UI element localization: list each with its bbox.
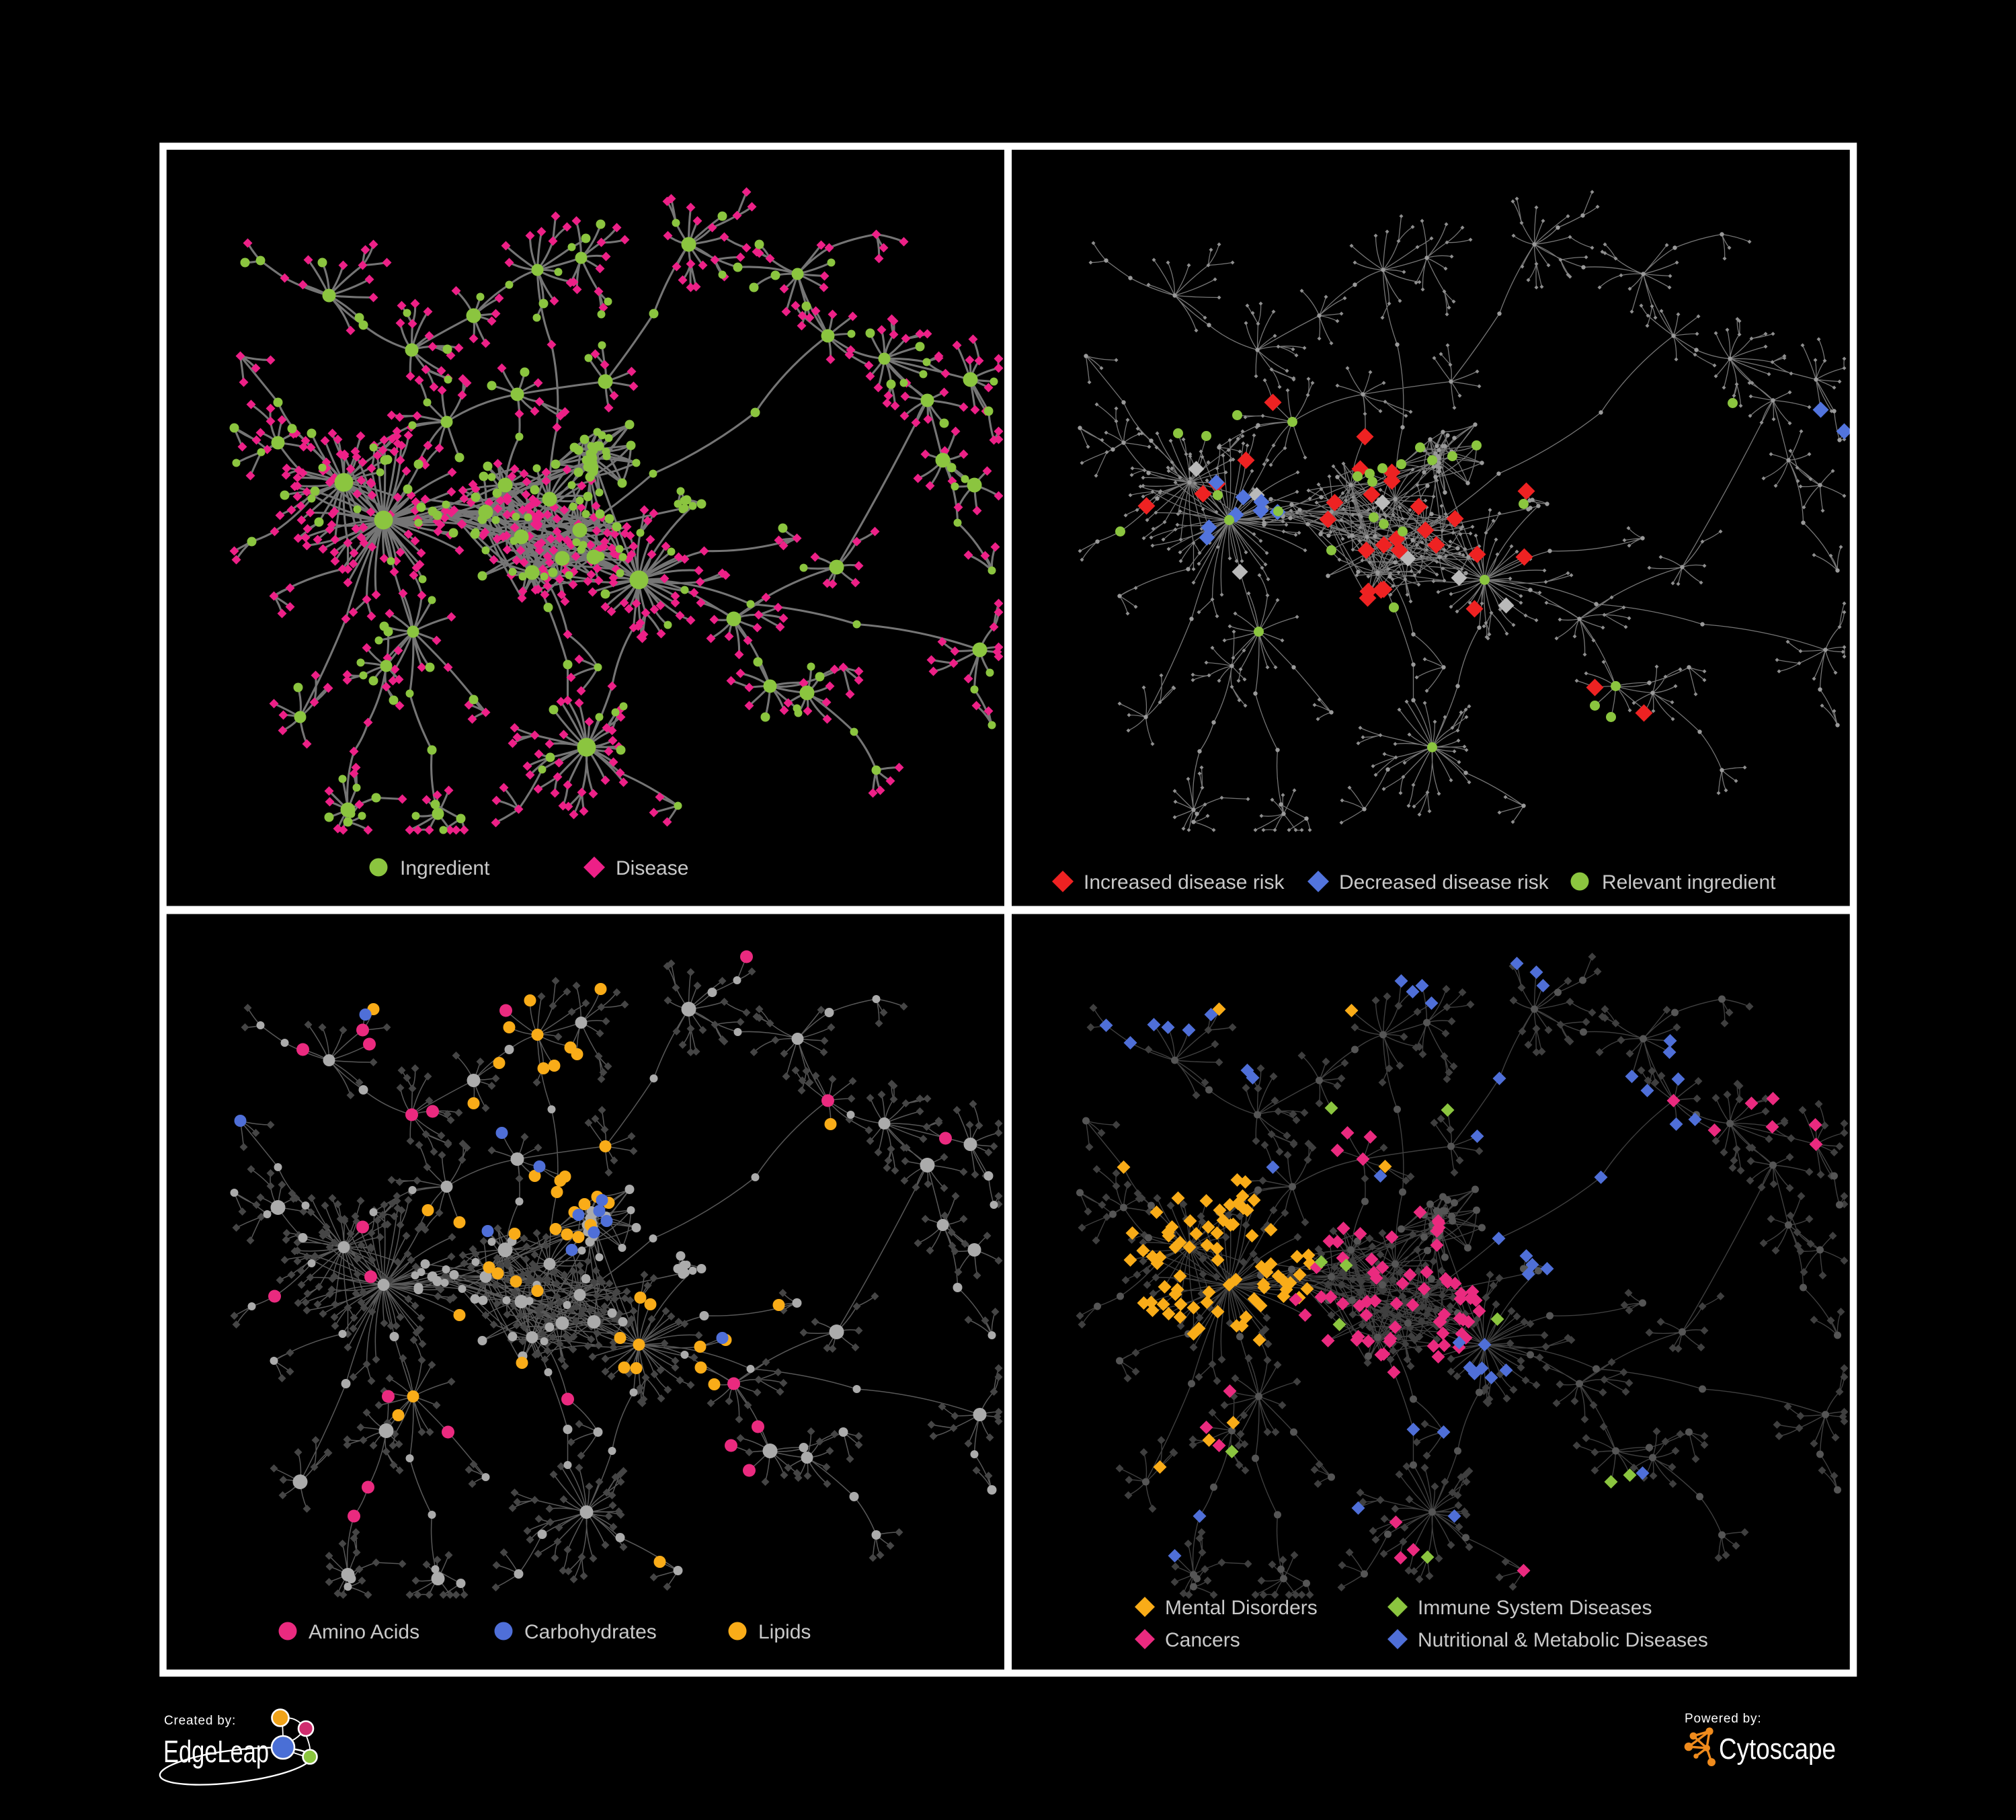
svg-text:Carbohydrates: Carbohydrates <box>524 1621 657 1643</box>
svg-text:Amino Acids: Amino Acids <box>309 1621 419 1643</box>
svg-text:Disease: Disease <box>616 857 688 879</box>
svg-text:Cancers: Cancers <box>1165 1629 1240 1651</box>
svg-text:Nutritional & Metabolic Diseas: Nutritional & Metabolic Diseases <box>1418 1629 1708 1651</box>
svg-text:Lipids: Lipids <box>758 1621 811 1643</box>
svg-text:Relevant ingredient: Relevant ingredient <box>1602 871 1776 894</box>
svg-text:Mental Disorders: Mental Disorders <box>1165 1597 1318 1619</box>
svg-text:Increased disease risk: Increased disease risk <box>1084 871 1285 894</box>
svg-text:Powered by:: Powered by: <box>1685 1712 1761 1726</box>
svg-text:Cytoscape: Cytoscape <box>1719 1733 1836 1766</box>
svg-text:Decreased disease risk: Decreased disease risk <box>1339 871 1549 894</box>
svg-text:Immune System Diseases: Immune System Diseases <box>1418 1597 1652 1619</box>
svg-text:Created by:: Created by: <box>164 1714 236 1728</box>
svg-text:Ingredient: Ingredient <box>400 857 490 879</box>
svg-text:EdgeLeap: EdgeLeap <box>163 1734 269 1769</box>
